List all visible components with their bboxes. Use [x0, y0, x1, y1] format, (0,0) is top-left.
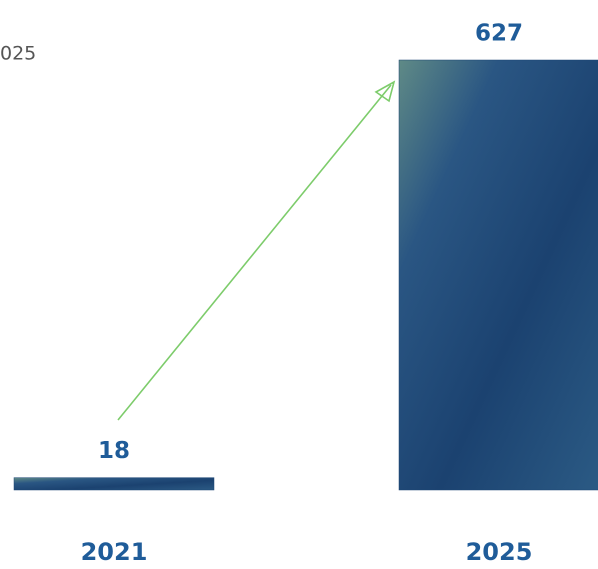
- bar: [398, 59, 598, 491]
- bar: [13, 477, 215, 491]
- trend-arrow: [117, 80, 396, 421]
- value-label: 18: [98, 438, 130, 464]
- value-label: 627: [475, 21, 523, 47]
- x-tick-label: 2021: [81, 538, 148, 566]
- subtitle: 025: [0, 43, 36, 65]
- x-tick-label: 2025: [466, 538, 533, 566]
